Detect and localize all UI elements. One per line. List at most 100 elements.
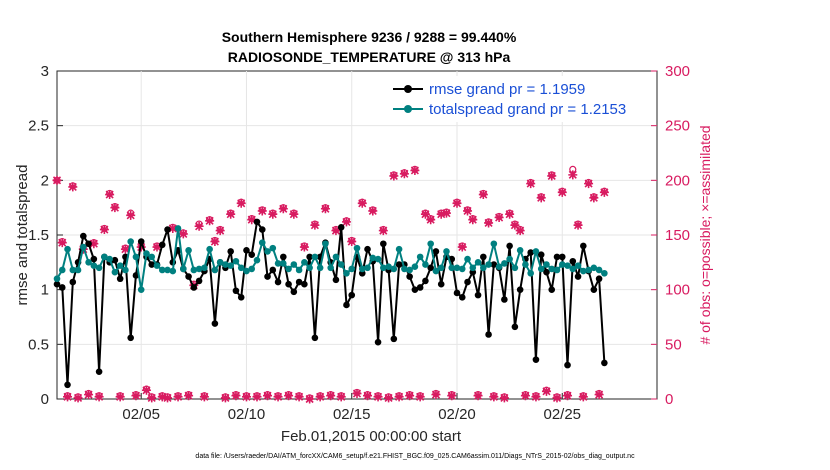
obs-assimilated-marker (184, 391, 194, 401)
obs-assimilated-marker (584, 179, 594, 189)
rmse-point (580, 242, 587, 250)
rmse-point (490, 261, 498, 268)
legend-box (388, 76, 650, 122)
rmse-point (232, 287, 240, 295)
rmse-point (474, 291, 482, 299)
chart-title-line2: RADIOSONDE_TEMPERATURE @ 313 hPa (228, 49, 511, 65)
obs-assimilated-marker (447, 391, 457, 401)
y-right-tick-label: 0 (665, 391, 673, 408)
rmse-point (295, 278, 303, 286)
rmse-point (364, 245, 371, 253)
obs-assimilated-marker (578, 392, 588, 402)
obs-assimilated-marker (320, 204, 330, 214)
obs-assimilated-marker (405, 391, 415, 401)
obs-assimilated-marker (126, 210, 136, 220)
rmse-point (453, 289, 461, 297)
rmse-point (264, 273, 271, 280)
obs-assimilated-marker (515, 226, 525, 236)
totalspread-point (116, 262, 124, 269)
rmse-point (190, 284, 198, 291)
obs-assimilated-marker (531, 392, 541, 402)
totalspread-point (101, 253, 108, 261)
totalspread-point (564, 262, 571, 269)
totalspread-point (164, 266, 171, 274)
totalspread-point (516, 247, 524, 254)
obs-assimilated-marker (410, 165, 420, 175)
obs-assimilated-marker (115, 392, 125, 402)
totalspread-point (206, 245, 213, 253)
rmse-point (237, 294, 245, 301)
x-tick-label: 02/10 (228, 406, 266, 423)
totalspread-point (348, 265, 356, 273)
x-tick-label: 02/25 (543, 406, 581, 423)
totalspread-point (185, 247, 192, 254)
totalspread-point (427, 240, 434, 248)
obs-assimilated-marker (463, 206, 473, 216)
totalspread-point (369, 254, 377, 262)
rmse-point (422, 277, 429, 285)
totalspread-point (80, 243, 87, 251)
totalspread-point (290, 261, 298, 268)
obs-assimilated-marker (363, 391, 373, 401)
y-axis-label: rmse and totalspread (14, 165, 31, 306)
totalspread-point (380, 264, 387, 272)
totalspread-point (469, 264, 477, 272)
totalspread-point (211, 266, 219, 274)
x-tick-label: 02/20 (438, 406, 476, 423)
totalspread-point (558, 261, 566, 268)
totalspread-point (443, 248, 450, 255)
totalspread-point (158, 266, 166, 274)
y-tick-label: 0.5 (28, 336, 49, 353)
rmse-point (406, 273, 413, 280)
totalspread-point (222, 261, 229, 268)
obs-assimilated-marker (536, 193, 546, 203)
y-right-tick-label: 50 (665, 336, 682, 353)
obs-assimilated-marker (57, 238, 67, 248)
obs-assimilated-marker (505, 209, 515, 219)
rmse-point (274, 278, 282, 286)
rmse-point (380, 240, 387, 248)
rmse-point (95, 368, 103, 375)
y-tick-label: 2.5 (28, 118, 49, 135)
totalspread-point (480, 264, 487, 272)
obs-assimilated-marker (152, 242, 162, 252)
totalspread-point (285, 265, 292, 273)
obs-assimilated-marker (468, 215, 478, 225)
legend-spread-marker (404, 105, 412, 113)
obs-assimilated-marker (131, 391, 141, 401)
rmse-point (285, 280, 292, 288)
obs-assimilated-marker (310, 220, 320, 230)
obs-assimilated-marker (384, 393, 394, 403)
rmse-point (395, 261, 403, 268)
totalspread-point (406, 266, 413, 274)
totalspread-point (537, 265, 545, 273)
obs-assimilated-marker (394, 392, 404, 402)
obs-assimilated-marker (205, 216, 215, 226)
y-right-tick-label: 150 (665, 227, 690, 244)
totalspread-point (580, 267, 587, 275)
obs-assimilated-marker (489, 392, 499, 402)
obs-assimilated-marker (426, 215, 436, 225)
rmse-point (501, 296, 508, 303)
totalspread-point (311, 253, 319, 261)
totalspread-point (364, 264, 371, 272)
obs-assimilated-marker (157, 392, 167, 402)
totalspread-point (522, 261, 529, 268)
totalspread-point (269, 244, 277, 252)
totalspread-point (395, 245, 403, 253)
totalspread-point (258, 239, 266, 246)
obs-assimilated-marker (236, 198, 246, 208)
obs-assimilated-marker (484, 218, 494, 228)
rmse-point (280, 253, 287, 261)
obs-assimilated-marker (210, 237, 220, 247)
totalspread-point (532, 248, 540, 255)
totalspread-point (590, 264, 598, 272)
rmse-point (253, 218, 261, 226)
chart-title-line1: Southern Hemisphere 9236 / 9288 = 99.440… (222, 29, 517, 45)
obs-assimilated-marker (436, 209, 446, 219)
totalspread-point (385, 263, 392, 271)
legend-rmse-label: rmse grand pr = 1.1959 (429, 81, 585, 98)
totalspread-point (53, 275, 61, 283)
totalspread-point (464, 255, 471, 263)
y-right-tick-label: 250 (665, 118, 690, 135)
